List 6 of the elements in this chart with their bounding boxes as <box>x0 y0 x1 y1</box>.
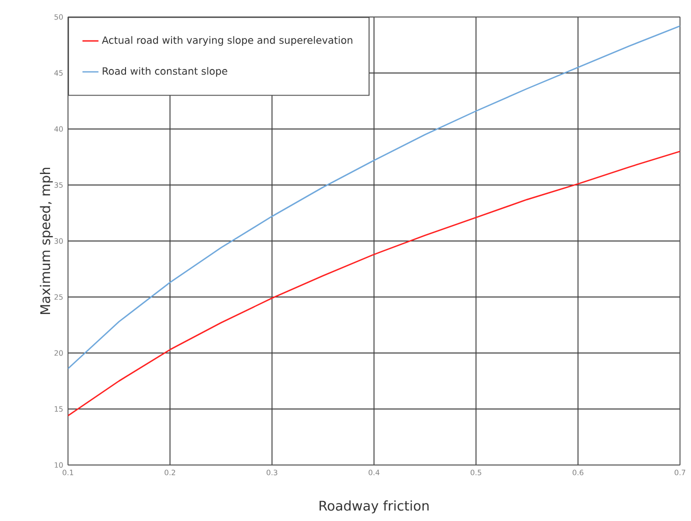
y-axis-title: Maximum speed, mph <box>40 168 53 314</box>
line-series <box>68 25 680 370</box>
line-series <box>68 150 680 416</box>
legend-label: Road with constant slope <box>102 67 228 77</box>
legend-label: Actual road with varying slope and superelevation <box>102 36 352 46</box>
x-axis-title: Roadway friction <box>320 500 429 514</box>
